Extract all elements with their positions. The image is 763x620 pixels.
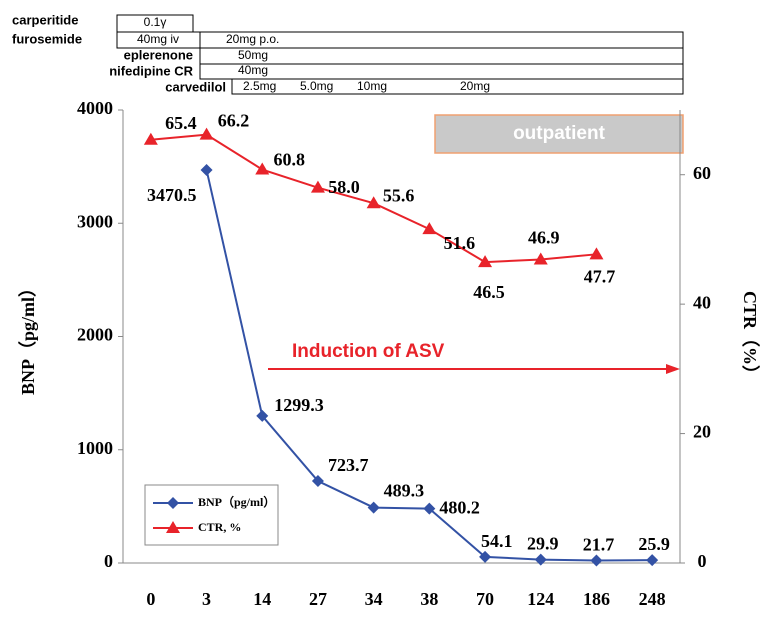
dose: 5.0mg [300, 79, 333, 93]
marker [589, 247, 604, 260]
y-tick-label: 1000 [77, 438, 113, 458]
y2-tick-label: 40 [693, 292, 711, 312]
data-label: 60.8 [274, 150, 306, 170]
marker [534, 553, 547, 566]
data-label: 65.4 [165, 113, 197, 133]
dose: 0.1γ [144, 15, 167, 29]
x-tick-label: 70 [476, 589, 494, 609]
legend-marker [167, 497, 179, 509]
dose: 50mg [238, 48, 268, 62]
x-tick-label: 14 [253, 589, 271, 609]
legend [144, 484, 279, 546]
marker [422, 222, 437, 235]
y-axis-label: BNP（pg/ml） [18, 279, 38, 395]
y2-tick-label: 0 [698, 551, 707, 571]
y-tick-label: 3000 [77, 211, 113, 231]
x-tick-label: 0 [146, 589, 155, 609]
dose: 40mg [238, 63, 268, 77]
marker [310, 180, 325, 193]
data-label: 46.9 [528, 228, 560, 248]
data-label: 54.1 [481, 531, 513, 551]
marker [143, 132, 158, 145]
data-label: 66.2 [218, 111, 250, 131]
marker [367, 501, 380, 514]
marker [366, 196, 381, 209]
data-label: 21.7 [583, 535, 615, 555]
x-tick-label: 186 [583, 589, 610, 609]
annotation: outpatient [513, 123, 605, 144]
marker [256, 409, 269, 422]
data-label: 51.6 [444, 233, 476, 253]
marker [423, 502, 436, 515]
data-label: 29.9 [527, 534, 559, 554]
y-tick-label: 4000 [77, 98, 113, 118]
data-label: 25.9 [638, 534, 670, 554]
data-label: 46.5 [473, 282, 505, 302]
marker [590, 554, 603, 567]
dose: 2.5mg [243, 79, 276, 93]
legend-label: CTR, % [198, 520, 241, 534]
x-tick-label: 248 [639, 589, 666, 609]
marker [533, 252, 548, 265]
x-tick-label: 124 [527, 589, 554, 609]
drug-name: eplerenone [124, 47, 193, 62]
drug-name: furosemide [12, 31, 82, 46]
x-tick-label: 38 [420, 589, 438, 609]
x-tick-label: 3 [202, 589, 211, 609]
marker [200, 163, 213, 176]
marker [255, 162, 270, 175]
marker [311, 475, 324, 488]
data-label: 489.3 [384, 481, 425, 501]
y-tick-label: 0 [104, 551, 113, 571]
dose: 20mg p.o. [226, 32, 279, 46]
data-label: 480.2 [439, 498, 480, 518]
y2-tick-label: 60 [693, 163, 711, 183]
x-tick-label: 27 [309, 589, 327, 609]
marker [478, 255, 493, 268]
data-label: 1299.3 [274, 395, 324, 415]
data-label: 47.7 [584, 266, 616, 286]
marker [479, 550, 492, 563]
data-label: 55.6 [383, 185, 415, 205]
regimen-boxes [116, 14, 684, 95]
drug-name: nifedipine CR [109, 63, 193, 78]
marker [199, 127, 214, 140]
annotation: Induction of ASV [292, 341, 445, 362]
drug-name: carvedilol [165, 79, 226, 94]
asv-arrow-head [666, 364, 680, 374]
legend-marker [166, 521, 180, 533]
legend-label: BNP（pg/ml） [198, 494, 275, 509]
data-label: 3470.5 [147, 185, 197, 205]
dose: 40mg iv [137, 32, 179, 46]
data-label: 723.7 [328, 455, 369, 475]
drug-name: carperitide [12, 12, 78, 27]
dose: 10mg [357, 79, 387, 93]
outpatient-box [434, 114, 684, 154]
x-tick-label: 34 [365, 589, 383, 609]
dose: 20mg [460, 79, 490, 93]
y2-tick-label: 20 [693, 422, 711, 442]
y2-axis-label: CTR（%） [740, 291, 760, 383]
marker [646, 554, 659, 567]
data-label: 58.0 [328, 177, 360, 197]
y-tick-label: 2000 [77, 325, 113, 345]
